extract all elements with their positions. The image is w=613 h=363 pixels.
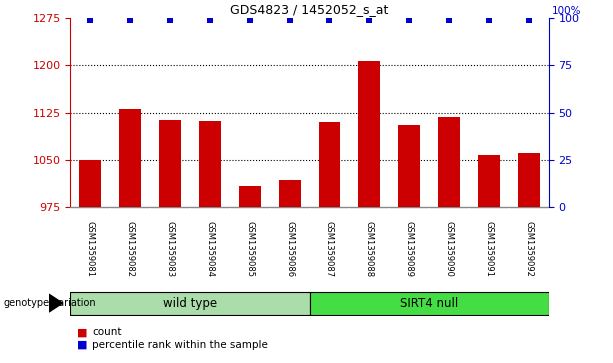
Text: wild type: wild type: [163, 297, 217, 310]
Text: GSM1359083: GSM1359083: [166, 221, 175, 277]
Title: GDS4823 / 1452052_s_at: GDS4823 / 1452052_s_at: [230, 3, 389, 16]
Polygon shape: [49, 294, 63, 312]
Bar: [518, 154, 539, 207]
Text: GSM1359087: GSM1359087: [325, 221, 334, 277]
Text: GSM1359092: GSM1359092: [524, 221, 533, 277]
Bar: [120, 109, 141, 207]
Point: [86, 17, 96, 23]
Point: [364, 17, 374, 23]
Point: [524, 17, 533, 23]
Text: ■: ■: [77, 340, 87, 350]
Point: [484, 17, 494, 23]
Text: 100%: 100%: [552, 6, 581, 16]
Point: [405, 17, 414, 23]
Text: ■: ■: [77, 327, 87, 337]
Text: GSM1359084: GSM1359084: [205, 221, 215, 277]
Bar: [279, 180, 300, 207]
Bar: [310, 292, 549, 314]
Point: [444, 17, 454, 23]
Text: genotype/variation: genotype/variation: [3, 298, 96, 308]
Point: [166, 17, 175, 23]
Text: percentile rank within the sample: percentile rank within the sample: [92, 340, 268, 350]
Bar: [319, 122, 340, 207]
Bar: [359, 61, 380, 207]
Bar: [438, 117, 460, 207]
Text: GSM1359086: GSM1359086: [285, 221, 294, 277]
Bar: [398, 125, 420, 207]
Bar: [159, 120, 181, 207]
Text: GSM1359089: GSM1359089: [405, 221, 414, 277]
Text: SIRT4 null: SIRT4 null: [400, 297, 459, 310]
Text: count: count: [92, 327, 121, 337]
Text: GSM1359091: GSM1359091: [484, 221, 493, 277]
Text: GSM1359082: GSM1359082: [126, 221, 135, 277]
Bar: [239, 186, 261, 207]
Text: GSM1359090: GSM1359090: [444, 221, 454, 277]
Bar: [478, 155, 500, 207]
Point: [325, 17, 335, 23]
Bar: [199, 121, 221, 207]
Text: GSM1359081: GSM1359081: [86, 221, 95, 277]
Point: [125, 17, 135, 23]
Text: GSM1359085: GSM1359085: [245, 221, 254, 277]
Bar: [80, 160, 101, 207]
Text: GSM1359088: GSM1359088: [365, 221, 374, 277]
Point: [245, 17, 255, 23]
Bar: [70, 292, 310, 314]
Point: [284, 17, 294, 23]
Point: [205, 17, 215, 23]
